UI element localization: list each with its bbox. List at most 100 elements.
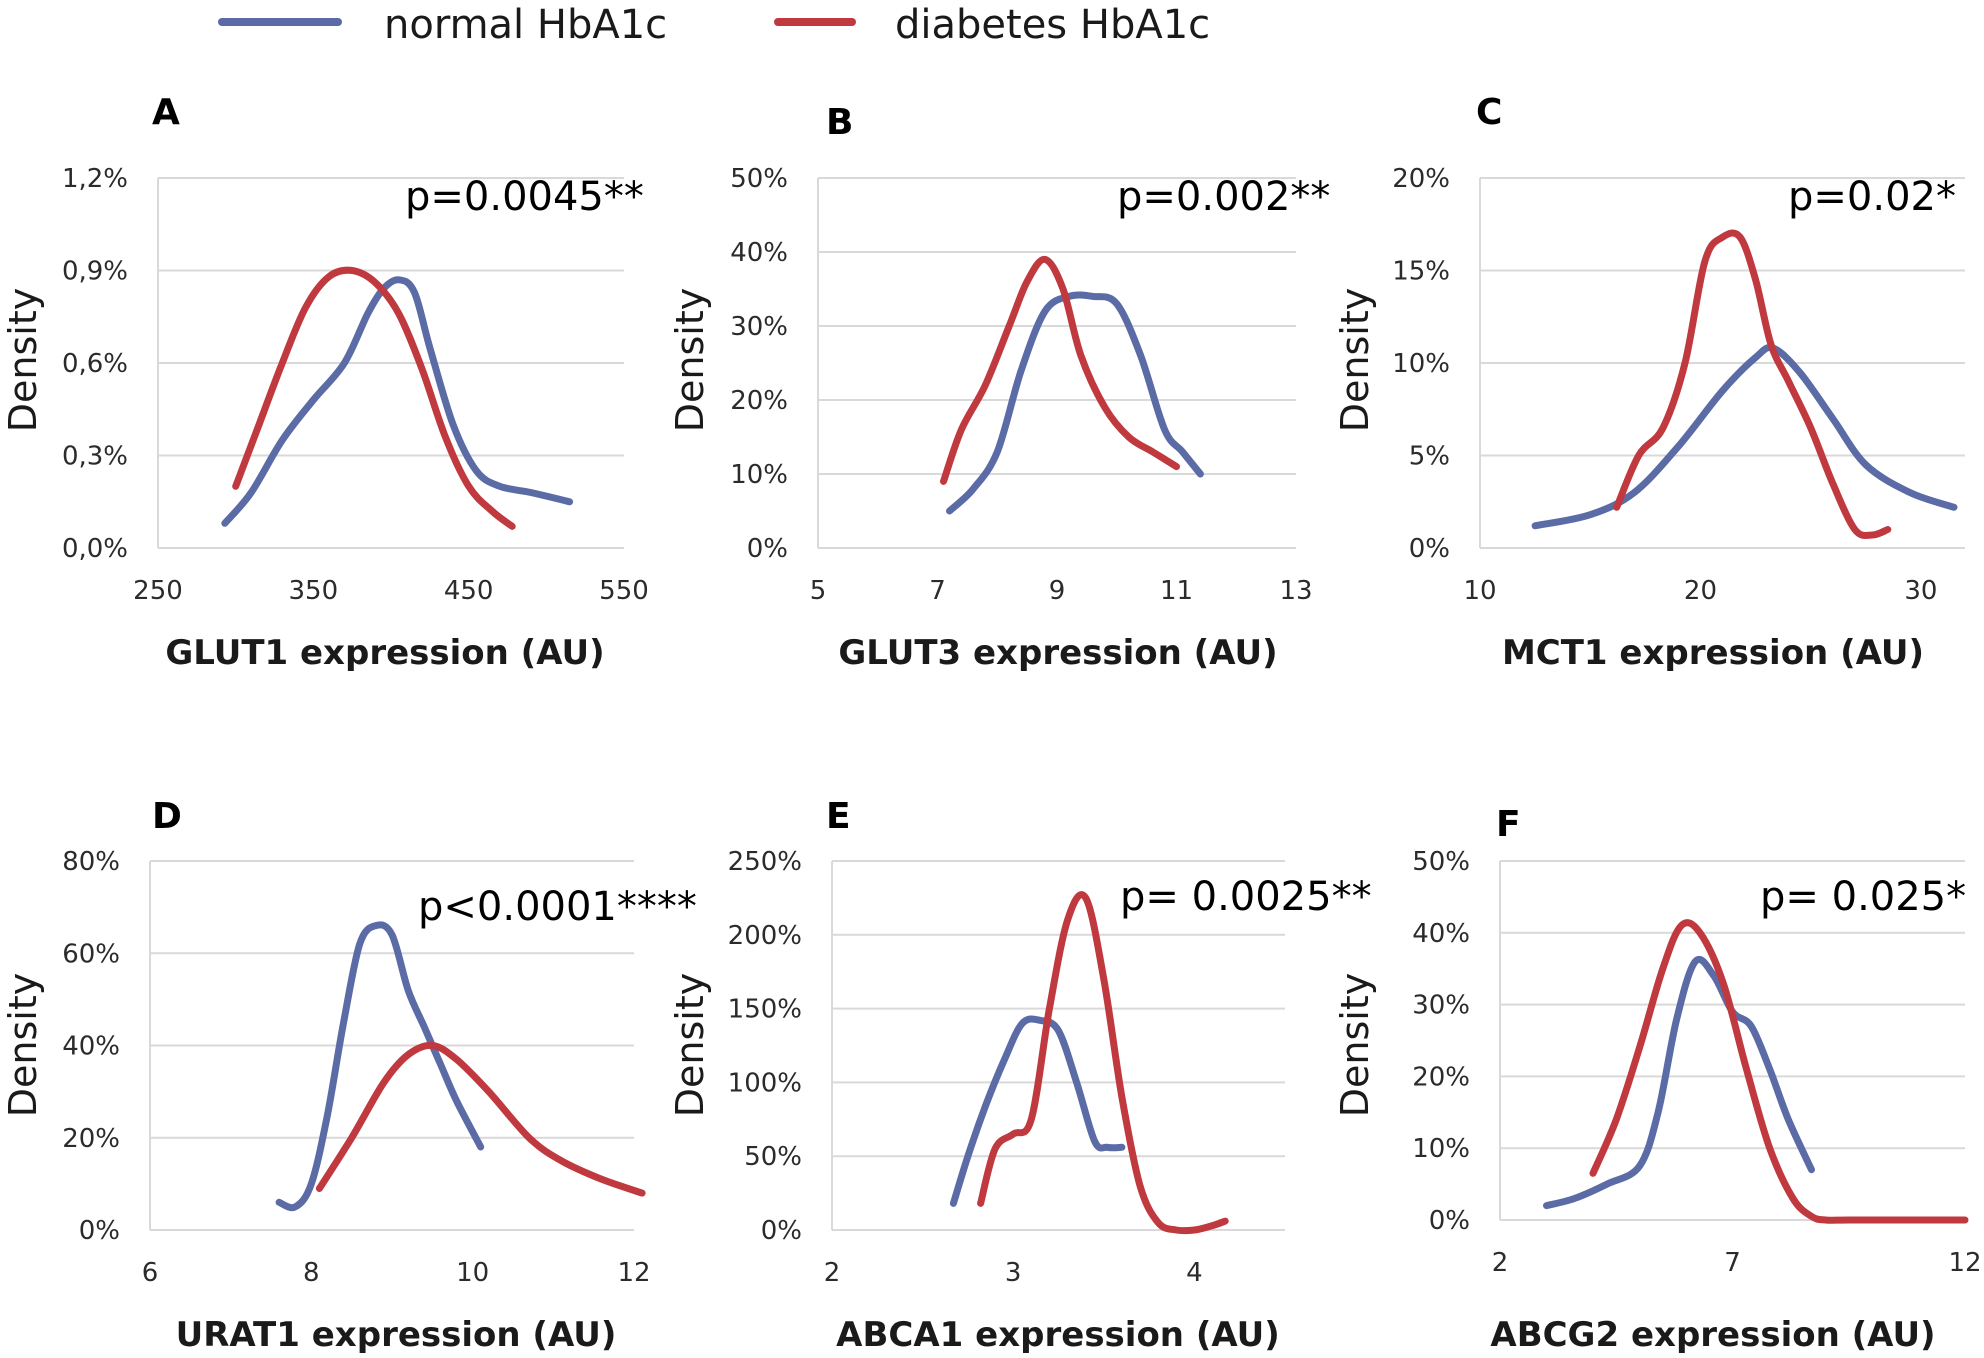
normal-curve: [946, 291, 1204, 515]
x-tick-label: 13: [1279, 576, 1312, 606]
y-tick-label: 5%: [1409, 442, 1450, 472]
x-tick-label: 7: [929, 576, 946, 606]
panel-d: D p<0.0001**** Density URAT1 expression …: [1, 796, 697, 1355]
y-tick-label: 0,9%: [62, 257, 128, 287]
x-axis-label: URAT1 expression (AU): [176, 1315, 617, 1355]
x-tick-label: 550: [599, 576, 649, 606]
panel-letter: B: [826, 102, 853, 143]
y-tick-label: 150%: [728, 995, 802, 1025]
y-tick-label: 0%: [1429, 1206, 1470, 1236]
y-tick-label: 15%: [1392, 257, 1450, 287]
y-axis-label: Density: [1333, 288, 1377, 432]
y-tick-label: 10%: [1412, 1134, 1470, 1164]
x-tick-label: 10: [456, 1258, 489, 1288]
panel-b: B p=0.002** Density GLUT3 expression (AU…: [668, 102, 1330, 673]
p-value: p=0.002**: [1117, 174, 1330, 220]
x-tick-label: 8: [303, 1258, 320, 1288]
p-value: p<0.0001****: [418, 884, 697, 930]
gridlines: [1479, 177, 1965, 549]
x-axis-label: MCT1 expression (AU): [1502, 633, 1924, 673]
y-tick-label: 60%: [62, 939, 120, 969]
y-tick-label: 20%: [730, 386, 788, 416]
y-tick-label: 0,0%: [62, 534, 128, 564]
x-axis-label: ABCA1 expression (AU): [836, 1315, 1280, 1355]
x-tick-label: 3: [1005, 1258, 1022, 1288]
x-tick-label: 250: [133, 576, 183, 606]
y-tick-label: 50%: [1412, 847, 1470, 877]
diabetes-curve: [232, 266, 516, 530]
x-tick-label: 5: [810, 576, 827, 606]
x-axis-label: GLUT1 expression (AU): [165, 633, 604, 673]
x-tick-label: 12: [617, 1258, 650, 1288]
y-tick-label: 20%: [1392, 164, 1450, 194]
x-tick-label: 12: [1948, 1248, 1981, 1278]
p-value: p=0.02*: [1788, 174, 1956, 220]
x-tick-label: 450: [444, 576, 494, 606]
y-tick-label: 20%: [1412, 1062, 1470, 1092]
y-tick-label: 40%: [1412, 919, 1470, 949]
x-axis-label: ABCG2 expression (AU): [1490, 1315, 1935, 1355]
y-tick-label: 0%: [1409, 534, 1450, 564]
y-tick-label: 50%: [730, 164, 788, 194]
panel-c: C p=0.02* Density MCT1 expression (AU) 0…: [1333, 92, 1965, 673]
y-tick-label: 0,3%: [62, 442, 128, 472]
y-tick-label: 0,6%: [62, 349, 128, 379]
y-tick-label: 10%: [1392, 349, 1450, 379]
gridlines: [157, 177, 624, 549]
x-tick-label: 2: [1492, 1248, 1509, 1278]
y-axis-label: Density: [1, 973, 45, 1117]
diabetes-curve: [977, 891, 1229, 1235]
panel-letter: E: [826, 796, 851, 837]
y-tick-label: 30%: [1412, 991, 1470, 1021]
diabetes-curve: [1613, 229, 1892, 540]
normal-curve: [1543, 956, 1815, 1210]
y-tick-label: 50%: [744, 1142, 802, 1172]
x-tick-label: 30: [1904, 576, 1937, 606]
x-tick-label: 7: [1724, 1248, 1741, 1278]
panel-letter: D: [152, 796, 182, 837]
y-axis-label: Density: [668, 973, 712, 1117]
y-tick-label: 10%: [730, 460, 788, 490]
diabetes-curve: [315, 1041, 646, 1197]
p-value: p= 0.025*: [1760, 874, 1966, 920]
y-tick-label: 0%: [747, 534, 788, 564]
y-tick-label: 40%: [62, 1032, 120, 1062]
x-tick-label: 2: [824, 1258, 841, 1288]
y-axis-label: Density: [668, 288, 712, 432]
normal-curve: [1531, 344, 1958, 530]
y-tick-label: 20%: [62, 1124, 120, 1154]
gridlines: [817, 177, 1296, 549]
diabetes-curve: [1589, 919, 1969, 1224]
x-tick-label: 11: [1160, 576, 1193, 606]
x-tick-label: 20: [1684, 576, 1717, 606]
p-value: p= 0.0025**: [1120, 874, 1372, 920]
y-tick-label: 40%: [730, 238, 788, 268]
gridlines: [149, 860, 634, 1231]
x-tick-label: 10: [1463, 576, 1496, 606]
legend-label-normal: normal HbA1c: [384, 2, 667, 48]
panel-letter: F: [1496, 804, 1521, 845]
y-tick-label: 200%: [728, 921, 802, 951]
normal-curve: [949, 1015, 1126, 1207]
legend: normal HbA1c diabetes HbA1c: [218, 2, 1210, 48]
y-tick-label: 250%: [728, 847, 802, 877]
panel-letter: A: [152, 92, 180, 133]
normal-curve: [275, 921, 485, 1212]
diabetes-curve: [940, 255, 1180, 485]
x-tick-label: 4: [1186, 1258, 1203, 1288]
y-tick-label: 1,2%: [62, 164, 128, 194]
p-value: p=0.0045**: [405, 174, 644, 220]
y-tick-label: 30%: [730, 312, 788, 342]
x-tick-label: 6: [142, 1258, 159, 1288]
y-axis-label: Density: [1, 288, 45, 432]
normal-curve: [221, 276, 574, 527]
legend-label-diabetes: diabetes HbA1c: [895, 2, 1210, 48]
panel-letter: C: [1476, 92, 1502, 133]
panel-f: F p= 0.025* Density ABCG2 expression (AU…: [1333, 804, 1982, 1355]
x-tick-label: 9: [1049, 576, 1066, 606]
panel-a: A p=0.0045** Density GLUT1 expression (A…: [1, 92, 649, 673]
y-tick-label: 80%: [62, 847, 120, 877]
gridlines: [831, 860, 1285, 1231]
panel-e: E p= 0.0025** Density ABCA1 expression (…: [668, 796, 1372, 1355]
